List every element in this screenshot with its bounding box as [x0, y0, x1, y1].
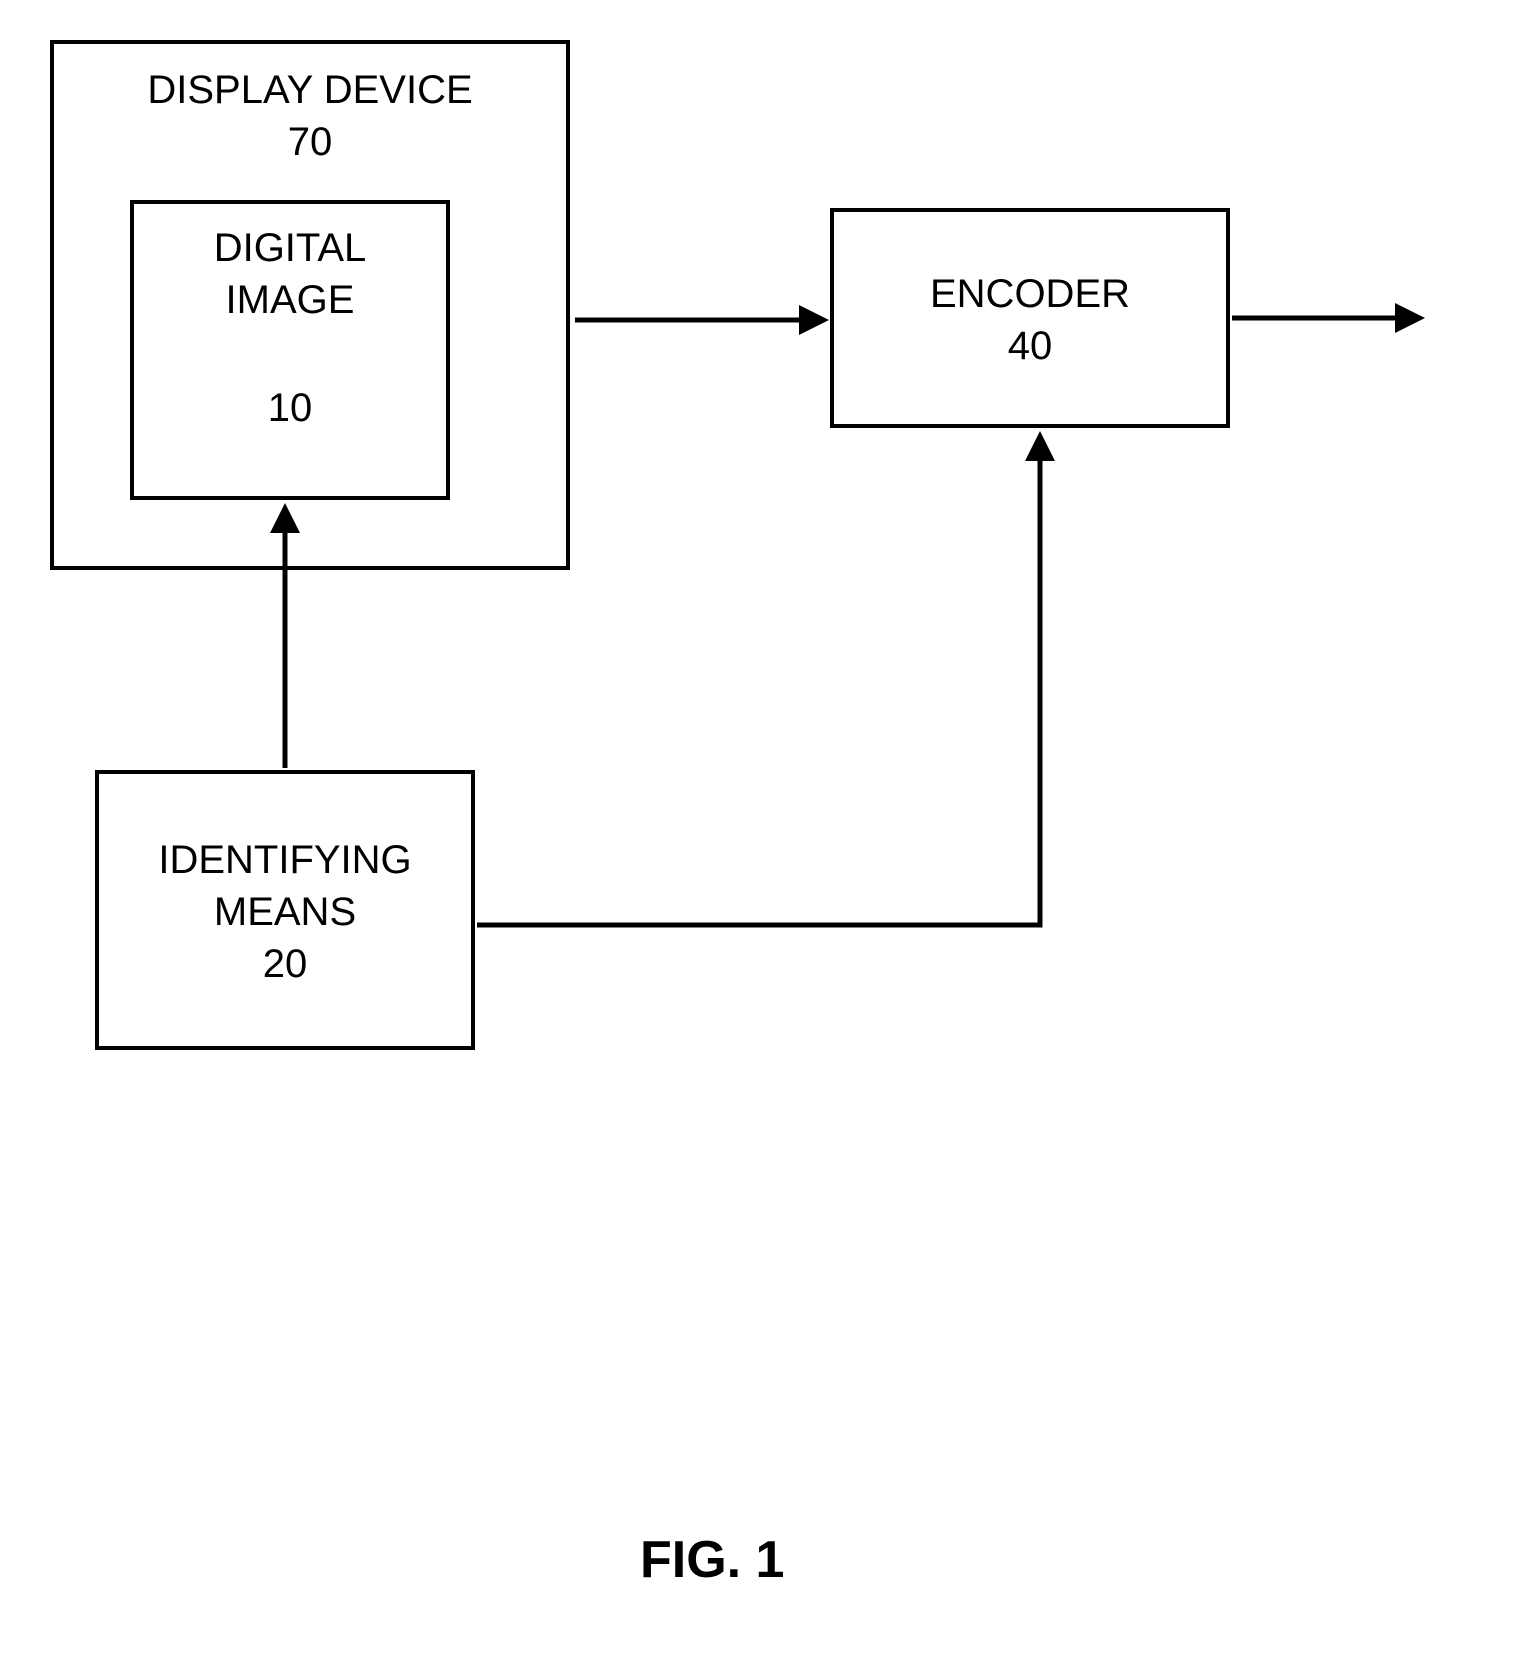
encoder-label: ENCODER	[930, 268, 1130, 320]
block-diagram: DISPLAY DEVICE 70 DIGITAL IMAGE 10 ENCOD…	[0, 0, 1521, 1669]
digital-image-number: 10	[268, 386, 313, 431]
display-device-label: DISPLAY DEVICE	[147, 64, 472, 116]
identifying-means-label: IDENTIFYING MEANS	[158, 834, 411, 938]
node-digital-image: DIGITAL IMAGE 10	[130, 200, 450, 500]
display-device-number: 70	[147, 120, 472, 165]
digital-image-label: DIGITAL IMAGE	[214, 222, 367, 326]
figure-caption: FIG. 1	[640, 1530, 784, 1590]
identifying-means-number: 20	[263, 942, 308, 987]
node-identifying-means: IDENTIFYING MEANS 20	[95, 770, 475, 1050]
encoder-number: 40	[1008, 324, 1053, 369]
node-encoder: ENCODER 40	[830, 208, 1230, 428]
